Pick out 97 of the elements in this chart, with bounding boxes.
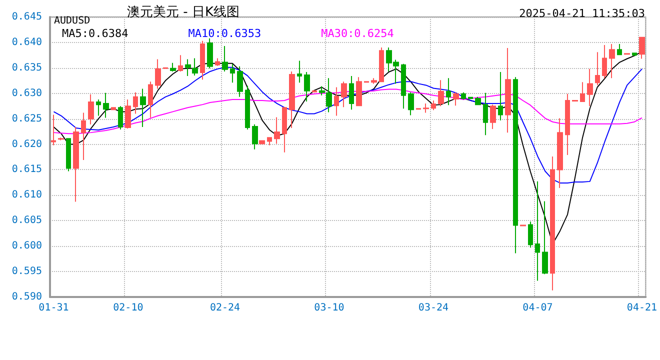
y-axis-title: AUDUSD: [54, 16, 90, 26]
candlestick: [602, 44, 607, 79]
candlestick: [542, 200, 548, 275]
candlestick: [550, 156, 555, 291]
candlestick: [498, 71, 503, 121]
candlestick: [259, 140, 265, 144]
y-tick-label: 0.645: [12, 12, 42, 22]
candlestick: [133, 92, 138, 114]
candlestick: [230, 63, 235, 84]
x-tick-label: 02-10: [113, 302, 144, 314]
y-tick-label: 0.590: [12, 292, 42, 302]
x-tick-label: 02-24: [210, 302, 240, 314]
candlestick: [639, 36, 645, 60]
candlestick: [334, 86, 339, 116]
x-tick-label: 03-10: [314, 302, 344, 314]
candlestick: [215, 58, 220, 66]
candlestick: [289, 70, 295, 128]
chart-title: 澳元美元 - 日K线图: [127, 4, 240, 20]
line-series: [53, 66, 642, 184]
x-tick-label: 04-21: [626, 302, 658, 314]
candlestick: [431, 100, 436, 111]
y-tick-label: 0.625: [12, 113, 42, 124]
candlestick: [222, 46, 228, 72]
candlestick: [423, 103, 429, 114]
candlestick: [595, 52, 600, 86]
candlestick: [379, 47, 384, 83]
candlestick: [185, 58, 191, 77]
candlestick: [446, 78, 451, 106]
candlestick: [252, 124, 258, 150]
candlestick: [535, 180, 540, 282]
candlestick: [557, 118, 563, 189]
candlestick: [140, 88, 146, 128]
candlestick: [207, 38, 213, 69]
candlestick: [200, 40, 205, 80]
candlestick: [237, 66, 243, 98]
candlestick: [349, 76, 354, 110]
candlestick: [103, 92, 109, 118]
y-tick-label: 0.610: [12, 190, 42, 201]
text: MA10:0.6353: [188, 27, 262, 40]
candlestick: [58, 137, 64, 141]
candlestick: [513, 76, 518, 254]
candlestick: [617, 43, 622, 56]
candlestick: [565, 93, 570, 156]
y-tick-label: 0.605: [12, 215, 42, 226]
candlestick: [490, 104, 496, 130]
candlestick: [274, 116, 280, 144]
text: MA5:0.6384: [62, 27, 129, 40]
candlestick: [371, 78, 377, 84]
candlestick: [587, 68, 593, 107]
candlestick: [148, 81, 153, 118]
candlestick: [438, 80, 444, 107]
candlestick: [505, 48, 511, 134]
y-tick-label: 0.620: [12, 138, 42, 150]
candlestick: [580, 82, 585, 102]
candlestick: [192, 58, 198, 76]
candlestick: [245, 85, 250, 130]
candlestick: [453, 92, 459, 106]
y-tick-label: 0.615: [12, 164, 42, 176]
candlestick: [408, 92, 414, 116]
chart-subtitle: 2025-04-21 11:35:03: [519, 7, 646, 20]
candlestick: [304, 71, 310, 102]
candlestick: [297, 60, 302, 84]
candlestick: [118, 106, 123, 130]
candlestick: [170, 62, 176, 72]
candlestick: [341, 81, 347, 108]
y-tick-label: 0.635: [12, 62, 42, 74]
candlestick: [96, 98, 101, 116]
x-tick-label: 04-07: [522, 302, 553, 314]
candlestick: [111, 107, 116, 110]
candlestick: [528, 221, 533, 248]
candlestick: [178, 54, 183, 72]
candlestick: [632, 52, 637, 56]
text: MA30:0.6254: [321, 27, 394, 40]
candlestick: [356, 76, 362, 107]
y-tick-label: 0.595: [12, 266, 42, 278]
candlestick: [81, 112, 86, 161]
candlestick: [461, 92, 466, 100]
candlestick: [125, 98, 131, 129]
candlestick: [155, 58, 161, 90]
line-series: [53, 88, 642, 134]
x-tick-label: 01-31: [38, 302, 69, 314]
candlestick: [401, 63, 406, 110]
candlestick: [88, 94, 94, 125]
candlestick: [66, 138, 71, 172]
y-tick-label: 0.640: [12, 36, 42, 48]
candlestick: [312, 90, 317, 93]
candlestick: [483, 92, 488, 136]
candlestick: [51, 114, 56, 146]
candlestick: [267, 136, 272, 146]
candlestick: [475, 96, 481, 106]
x-tick-label: 03-24: [418, 302, 449, 314]
candlestick: [468, 96, 473, 100]
candlestick: [282, 107, 287, 153]
y-tick-label: 0.630: [12, 88, 42, 99]
candlestick: [73, 126, 79, 202]
y-tick-label: 0.600: [12, 240, 42, 252]
candlestick: [609, 43, 615, 79]
